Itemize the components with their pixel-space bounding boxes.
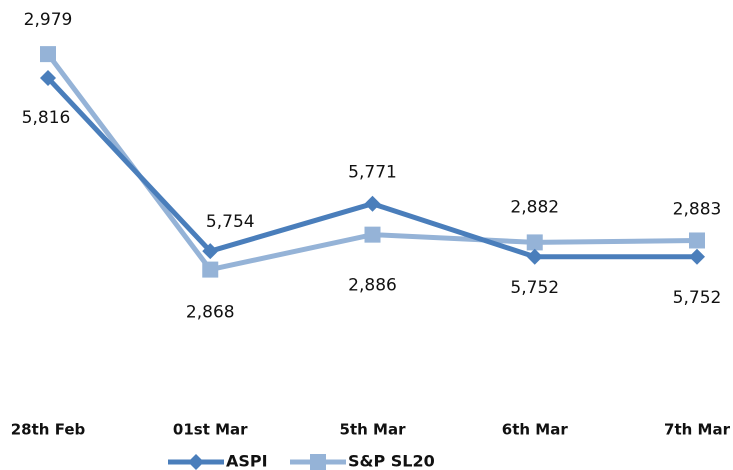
x-tick-label: 01st Mar [173, 421, 248, 439]
legend-label: ASPI [226, 452, 268, 470]
data-label: 2,883 [673, 199, 722, 219]
x-tick-label: 5th Mar [340, 421, 407, 439]
data-point [689, 248, 705, 265]
data-point [526, 248, 543, 265]
data-label: 2,868 [186, 303, 235, 323]
data-label: 2,886 [348, 276, 397, 296]
data-label: 5,816 [22, 108, 71, 128]
data-label: 5,752 [510, 278, 559, 298]
legend-marker [188, 454, 204, 470]
legend-label: S&P SL20 [348, 452, 435, 470]
data-point [526, 234, 543, 251]
legend-marker [310, 454, 326, 470]
x-tick-label: 6th Mar [502, 421, 569, 439]
data-point [364, 195, 381, 212]
data-label: 2,979 [24, 10, 73, 30]
x-tick-label: 7th Mar [664, 421, 731, 439]
data-label: 5,752 [673, 288, 722, 308]
data-point [202, 243, 219, 260]
data-label: 5,771 [348, 163, 397, 183]
data-point [40, 46, 56, 63]
data-point [202, 261, 219, 278]
x-tick-label: 28th Feb [11, 421, 86, 439]
data-point [364, 226, 381, 243]
data-label: 5,754 [206, 212, 255, 232]
data-point [689, 232, 705, 249]
data-label: 2,882 [510, 197, 559, 217]
data-point [40, 70, 56, 87]
